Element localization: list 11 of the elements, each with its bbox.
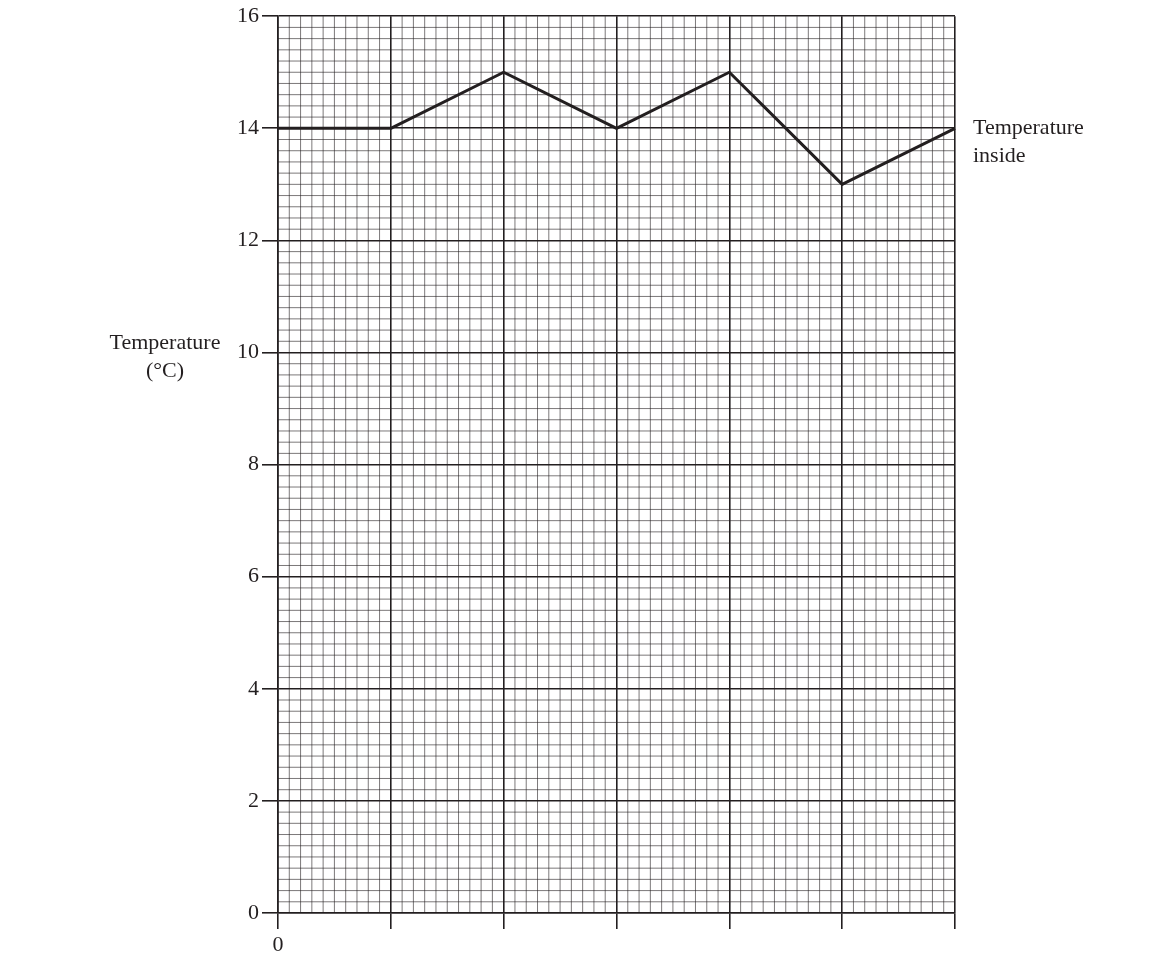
y-tick-label: 4: [248, 674, 259, 700]
series-label: Temperature inside: [973, 114, 1084, 168]
y-axis-title: Temperature (°C): [109, 328, 221, 382]
y-tick-label: 10: [237, 338, 259, 364]
y-tick-label: 8: [248, 450, 259, 476]
y-tick-label: 2: [248, 786, 259, 812]
y-tick-label: 14: [237, 114, 259, 140]
y-tick-label: 16: [237, 1, 259, 27]
y-tick-label: 0: [248, 898, 259, 924]
y-tick-label: 6: [248, 562, 259, 588]
y-tick-label: 12: [237, 226, 259, 252]
